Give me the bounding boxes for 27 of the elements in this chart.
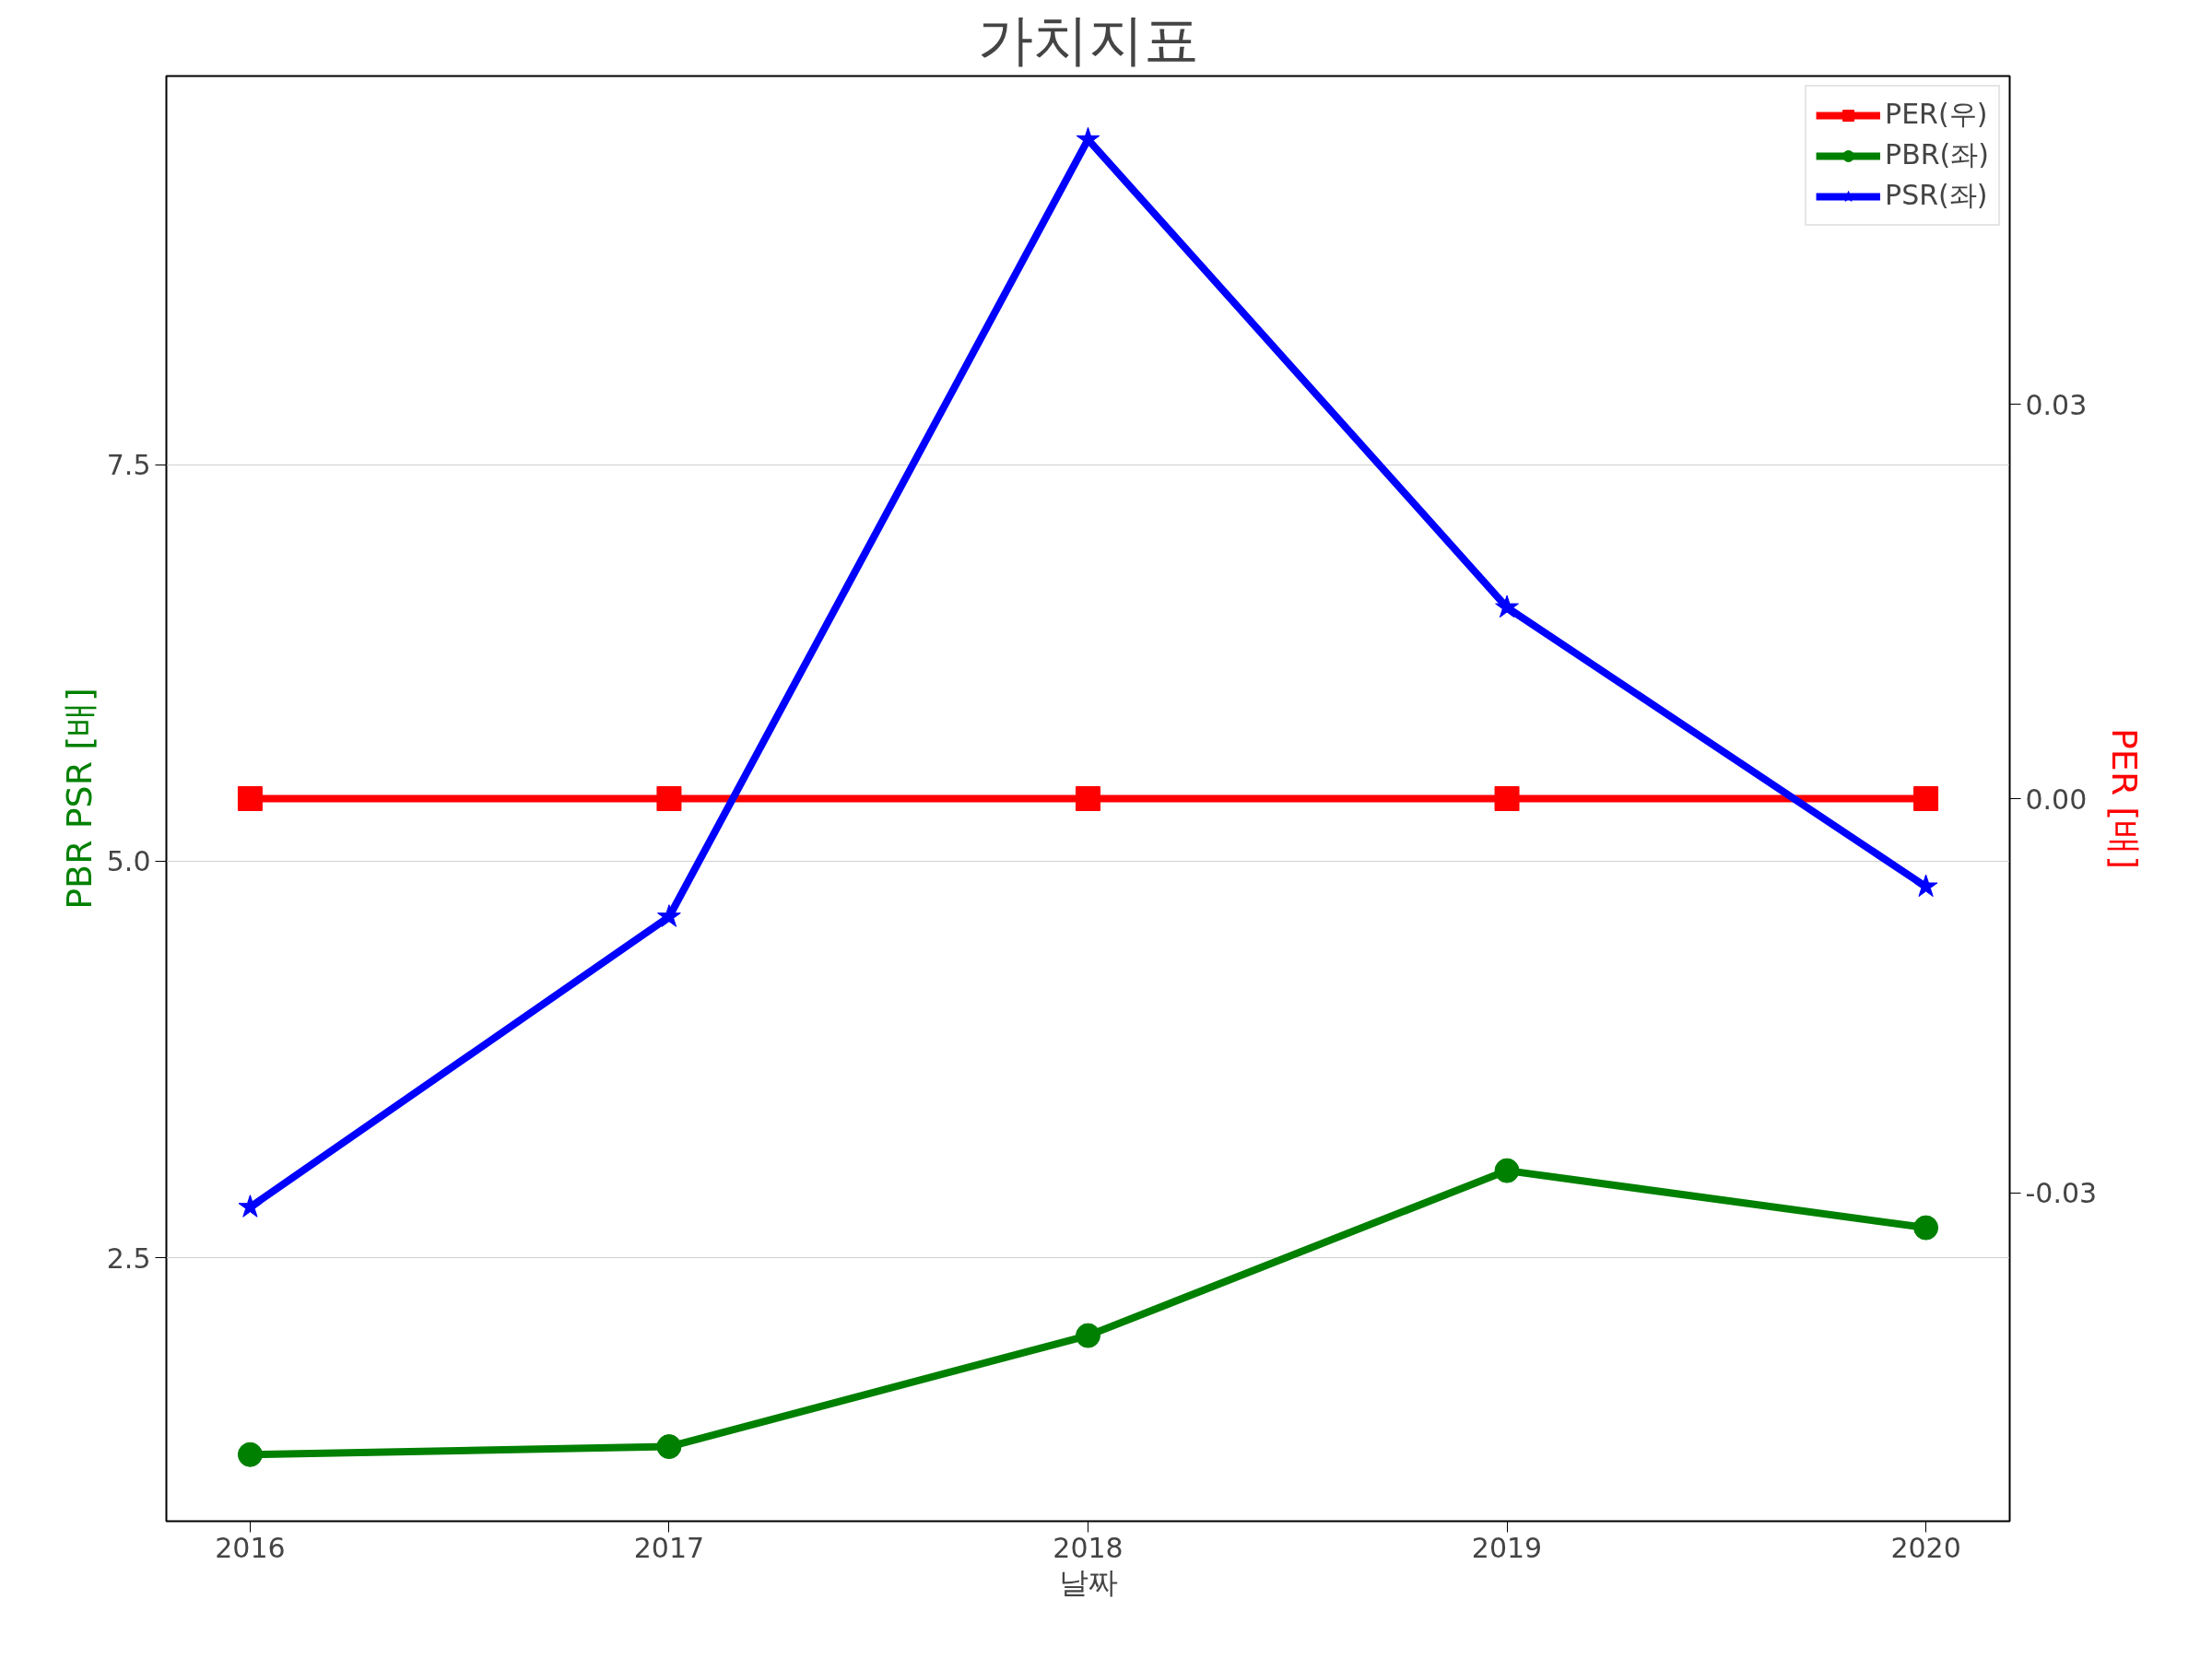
- point: [1495, 594, 1519, 618]
- legend-label: PSR(좌): [1885, 178, 1988, 213]
- point: [1913, 1215, 1939, 1241]
- point: [1076, 1323, 1100, 1348]
- y2-tick-label: -0.03: [2025, 1177, 2098, 1210]
- x-tick-label: 2016: [215, 1531, 286, 1564]
- point: [656, 1434, 682, 1460]
- x-tick-label: 2018: [1053, 1531, 1124, 1564]
- y2-axis-title: PER [배]: [2104, 727, 2146, 870]
- x-tick-label: 2020: [1890, 1531, 1961, 1564]
- x-tick-label: 2019: [1471, 1531, 1543, 1564]
- x-axis-title: 날짜: [1058, 1564, 1118, 1600]
- y-tick-label: 5.0: [106, 845, 151, 878]
- y-tick-label: 2.5: [106, 1241, 151, 1275]
- point: [238, 1194, 263, 1218]
- y-axis-title: PBR PSR [배]: [58, 688, 100, 910]
- point: [1494, 1158, 1520, 1183]
- x-tick-label: 2017: [633, 1531, 705, 1564]
- legend-label: PBR(좌): [1885, 137, 1989, 172]
- y-tick-label: 7.5: [106, 449, 151, 482]
- legend-label: PER(우): [1885, 97, 1988, 132]
- chart-title: 가치지표: [977, 6, 1199, 72]
- point: [1913, 874, 1938, 898]
- y2-tick-label: 0.00: [2025, 782, 2088, 816]
- point: [657, 904, 681, 927]
- y2-tick-label: 0.03: [2025, 388, 2088, 421]
- point: [237, 1441, 263, 1467]
